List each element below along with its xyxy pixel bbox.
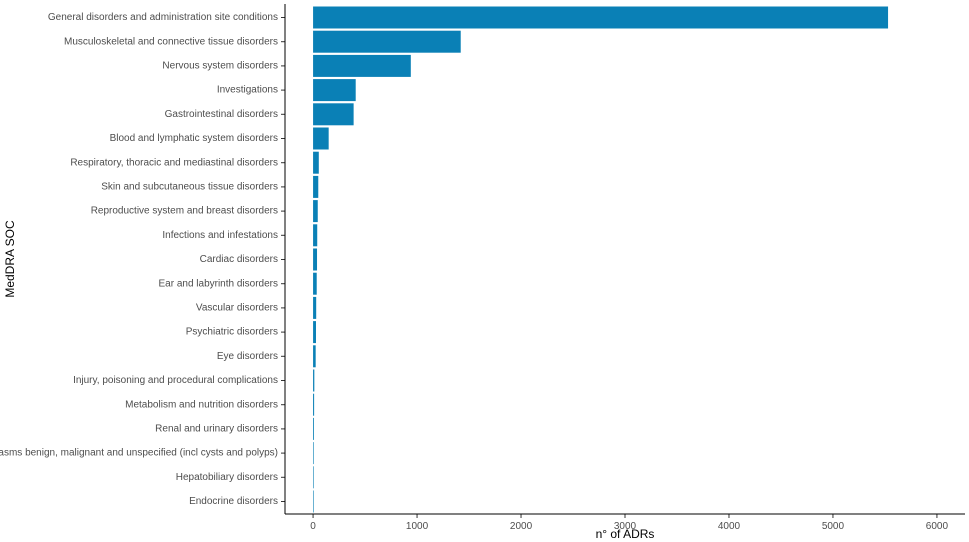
category-label: Neoplasms benign, malignant and unspecif… [0,448,278,459]
category-label: Investigations [217,85,278,96]
category-label: Musculoskeletal and connective tissue di… [64,36,278,47]
bar [313,175,319,198]
bar [313,417,314,440]
bar [313,127,329,150]
category-label: Vascular disorders [196,303,278,314]
category-label: Reproductive system and breast disorders [91,206,278,217]
category-label: Metabolism and nutrition disorders [125,399,278,410]
bar [313,224,318,247]
bar [313,103,354,126]
x-tick-label: 1000 [406,521,429,532]
bar [313,6,889,29]
x-axis-title: n° of ADRs [596,527,655,541]
category-label: Skin and subcutaneous tissue disorders [101,182,278,193]
category-label: Psychiatric disorders [186,327,278,338]
bar [313,248,318,271]
bar [313,79,356,102]
category-label: Nervous system disorders [162,61,278,72]
category-label: Hepatobiliary disorders [176,472,278,483]
category-label: Renal and urinary disorders [155,424,278,435]
x-tick-label: 5000 [822,521,845,532]
bar [313,345,316,368]
bar [313,200,318,223]
category-label: Cardiac disorders [200,254,278,265]
y-axis-title: MedDRA SOC [3,220,17,298]
category-label: Endocrine disorders [189,496,278,507]
x-tick-label: 6000 [926,521,949,532]
bar [313,369,315,392]
category-label: Blood and lymphatic system disorders [110,133,278,144]
category-label: Respiratory, thoracic and mediastinal di… [70,157,278,168]
category-label: General disorders and administration sit… [48,12,278,23]
x-tick-label: 4000 [718,521,741,532]
bar [313,321,316,344]
bar [313,490,314,513]
bars-group [313,6,889,513]
category-label: Ear and labyrinth disorders [158,278,278,289]
bar [313,151,319,174]
x-tick-label: 2000 [510,521,533,532]
category-label: Injury, poisoning and procedural complic… [73,375,278,386]
bar [313,466,314,489]
bar [313,54,411,77]
bar [313,296,317,319]
x-tick-label: 3000 [614,521,637,532]
bar [313,442,314,465]
bar [313,30,461,53]
bar [313,272,317,295]
category-labels: General disorders and administration sit… [0,12,285,507]
x-axis-ticks: 0 1000 2000 3000 4000 5000 6000 [310,514,948,532]
x-tick-label: 0 [310,521,316,532]
bar [313,393,315,416]
category-label: Infections and infestations [162,230,278,241]
category-label: Eye disorders [217,351,278,362]
category-label: Gastrointestinal disorders [165,109,278,120]
